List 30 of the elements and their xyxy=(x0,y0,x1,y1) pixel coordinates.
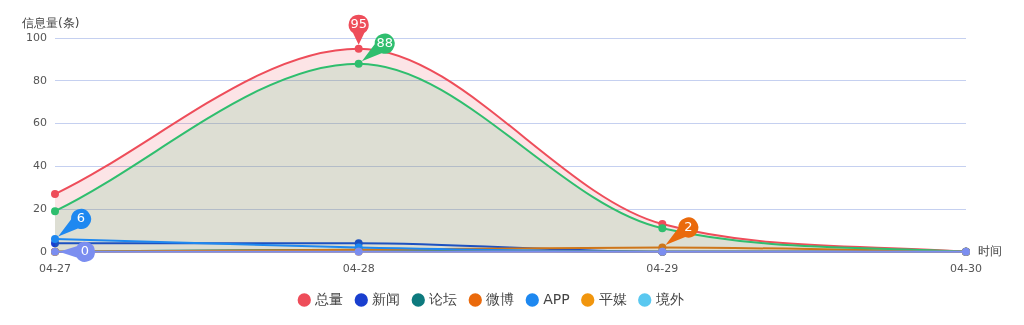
legend-label: 总量 xyxy=(314,290,344,307)
x-tick-label: 04-30 xyxy=(950,262,982,276)
legend-label: APP xyxy=(543,290,570,307)
legend-label: 新闻 xyxy=(372,290,401,307)
y-tick-label: 20 xyxy=(33,201,47,215)
point xyxy=(658,224,667,233)
point xyxy=(354,44,363,53)
point xyxy=(354,59,363,68)
point xyxy=(51,234,59,243)
x-tick-label: 04-28 xyxy=(342,262,375,276)
data-label: 95 xyxy=(350,16,367,32)
legend-label: 微博 xyxy=(486,290,515,307)
y-tick-label: 60 xyxy=(33,116,47,130)
point xyxy=(51,190,59,199)
y-axis-title: 信息量(条) xyxy=(22,16,80,31)
data-label: 88 xyxy=(376,35,393,51)
y-tick-label: 0 xyxy=(40,244,47,258)
data-label: 2 xyxy=(684,218,693,234)
y-tick-label: 100 xyxy=(26,30,47,44)
y-tick-label: 80 xyxy=(33,73,47,87)
data-label: 6 xyxy=(76,210,86,226)
point xyxy=(51,207,59,216)
legend-label: 平媒 xyxy=(598,290,627,307)
legend-label: 论坛 xyxy=(429,290,458,307)
data-label: 0 xyxy=(80,243,90,259)
x-tick-label: 04-27 xyxy=(39,262,71,276)
x-axis-title: 时间 xyxy=(978,243,1002,258)
legend-label: 境外 xyxy=(654,290,684,307)
y-tick-label: 40 xyxy=(33,159,47,173)
x-tick-label: 04-29 xyxy=(646,262,679,276)
